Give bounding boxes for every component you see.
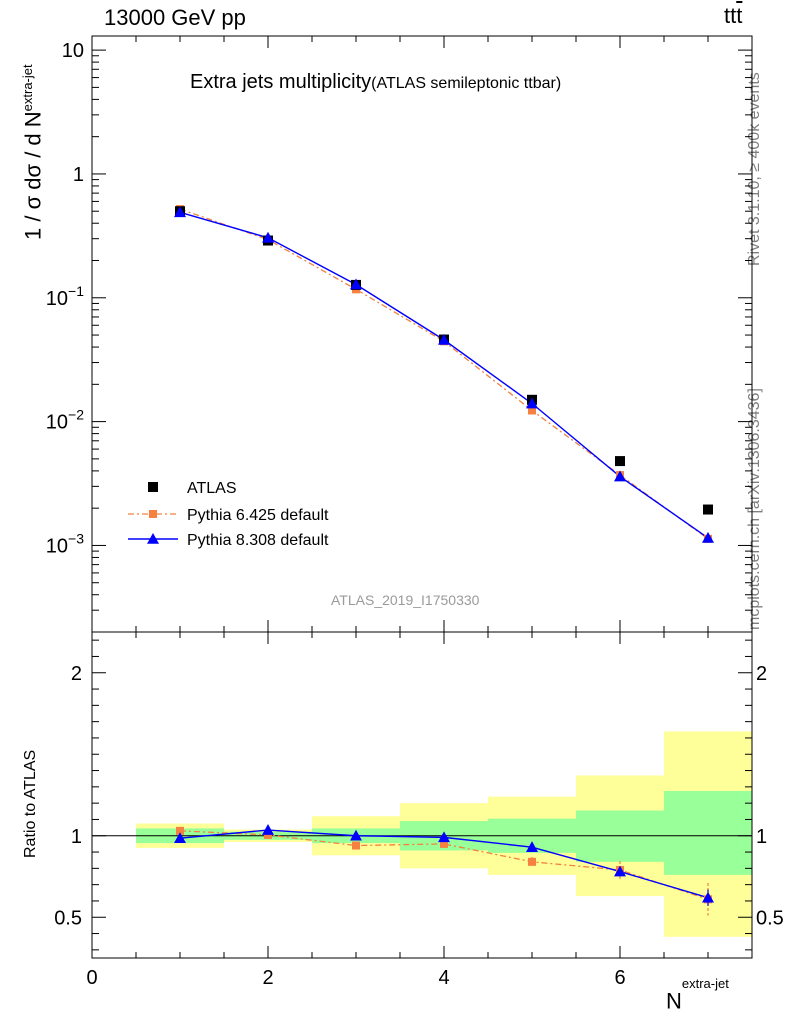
pythia8-main-point (438, 333, 450, 345)
x-axis-label: Nextra-jet (666, 976, 729, 1014)
legend-label: Pythia 8.308 default (187, 532, 329, 549)
chart-title: Extra jets multiplicity(ATLAS semilepton… (190, 71, 561, 94)
main-y-tick-label: 10−1 (46, 283, 84, 310)
pythia8-ratio-point (526, 841, 538, 852)
pythia6-ratio-point (528, 857, 536, 866)
ratio-y-tick-label-right: 1 (756, 826, 767, 848)
pythia6-ratio-point (440, 839, 448, 848)
pythia6-ratio-point (264, 830, 272, 839)
x-axis-label-text: N (666, 988, 682, 1014)
ratio-y-tick-label-left: 0.5 (54, 907, 82, 929)
ratio-inner-band (664, 790, 752, 875)
pythia6-main-point (528, 406, 536, 415)
main-y-tick-label: 10−2 (46, 407, 84, 434)
x-tick-label: 2 (262, 967, 273, 989)
pythia8-ratio-point (702, 891, 714, 903)
process-label-main: tt (724, 3, 737, 28)
x-axis-label-sup: extra-jet (681, 976, 729, 991)
ratio-y-tick-label-left: 2 (71, 663, 82, 685)
main-y-tick-label: 1 (73, 164, 84, 186)
pythia8-main-line (179, 211, 709, 539)
pythia8-main-point (350, 278, 362, 290)
legend-atlas-marker (148, 482, 158, 492)
ratio-y-tick-label-right: 2 (756, 663, 767, 685)
x-tick-label: 0 (86, 967, 97, 989)
legend-pythia8-marker (147, 533, 159, 544)
atlas-data-point (615, 456, 625, 467)
pythia8-ratio-point (614, 865, 626, 877)
pythia8-ratio-point (174, 832, 186, 843)
chart-subtitle: (ATLAS semileptonic ttbar) (371, 75, 562, 92)
ratio-plot-frame (91, 631, 753, 959)
pythia6-ratio-point (352, 841, 360, 850)
main-y-tick-label: 10−3 (46, 530, 84, 557)
pythia8-main-point (526, 397, 538, 409)
main-y-tick-label: 10 (62, 40, 84, 62)
legend-label: ATLAS (187, 480, 237, 497)
pythia8-ratio-point (438, 831, 450, 843)
analysis-watermark: ATLAS_2019_I1750330 (331, 592, 480, 608)
pythia8-ratio-point (350, 829, 362, 841)
pythia6-main-line (179, 208, 709, 540)
pythia8-main-point (262, 231, 274, 243)
legend-label: Pythia 6.425 default (187, 507, 329, 524)
process-label: ttt (724, 3, 742, 29)
pythia8-main-point (614, 470, 626, 482)
chart-title-main: Extra jets multiplicity (190, 71, 372, 93)
pythia8-main-point (702, 531, 714, 543)
pythia6-ratio-point (176, 826, 184, 835)
atlas-data-point (703, 504, 713, 515)
ratio-y-tick-label-right: 0.5 (756, 907, 784, 929)
process-label-suffix: t (736, 3, 743, 28)
pythia8-ratio-point (262, 824, 274, 835)
ratio-y-tick-label-left: 1 (71, 826, 82, 848)
x-tick-label: 4 (438, 967, 449, 989)
legend-pythia6-marker (149, 510, 157, 518)
x-tick-label: 6 (614, 967, 625, 989)
pythia8-main-point (174, 206, 186, 218)
energy-label: 13000 GeV pp (104, 5, 246, 30)
